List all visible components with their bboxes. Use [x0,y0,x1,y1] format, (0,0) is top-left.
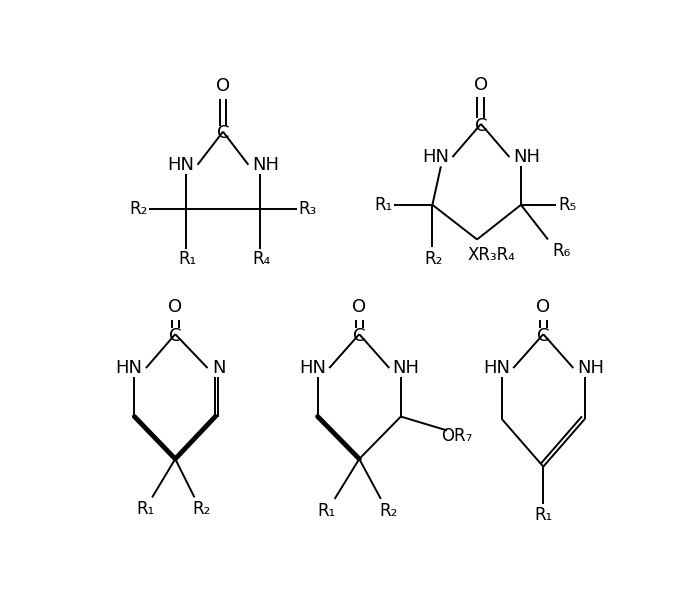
Text: HN: HN [422,148,449,166]
Text: N: N [212,359,226,377]
Text: NH: NH [252,156,279,174]
Text: C: C [353,326,365,345]
Text: NH: NH [393,359,420,377]
Text: NH: NH [576,359,603,377]
Text: O: O [352,298,366,316]
Text: R₂: R₂ [192,500,210,518]
Text: C: C [169,326,181,345]
Text: HN: HN [167,156,194,174]
Text: OR₇: OR₇ [441,427,472,445]
Text: O: O [536,298,550,316]
Text: C: C [537,326,549,345]
Text: C: C [475,116,487,134]
Text: HN: HN [483,359,510,377]
Text: R₂: R₂ [129,200,147,217]
Text: R₁: R₁ [179,249,197,268]
Text: R₃: R₃ [298,200,317,217]
Text: R₂: R₂ [425,249,443,268]
Text: R₁: R₁ [318,501,336,519]
Text: R₅: R₅ [558,196,576,214]
Text: O: O [474,76,488,94]
Text: HN: HN [116,359,143,377]
Text: R₆: R₆ [552,242,570,260]
Text: HN: HN [299,359,326,377]
Text: R₁: R₁ [375,196,393,214]
Text: R₄: R₄ [253,249,271,268]
Text: C: C [217,124,229,142]
Text: R₁: R₁ [534,506,552,524]
Text: XR₃R₄: XR₃R₄ [468,246,516,264]
Text: O: O [216,77,230,95]
Text: O: O [168,298,182,316]
Text: R₁: R₁ [137,500,155,518]
Text: R₂: R₂ [379,501,398,519]
Text: NH: NH [513,148,540,166]
